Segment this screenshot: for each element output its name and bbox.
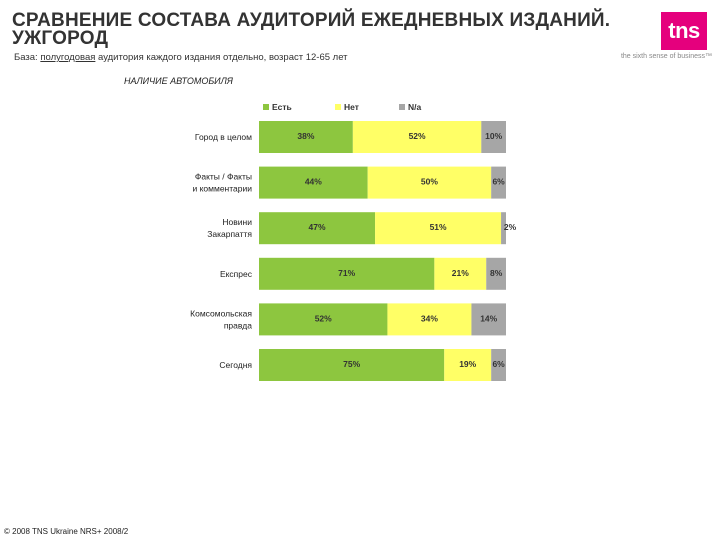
bar-2-0	[259, 212, 376, 245]
bar-3-1	[434, 257, 487, 290]
bar-3-0	[259, 257, 435, 290]
bar-label-1-0: 44%	[305, 177, 322, 187]
bar-label-3-1: 21%	[452, 268, 469, 278]
bar-2-2	[501, 212, 506, 245]
bar-3-2	[486, 257, 506, 290]
bar-label-2-1: 51%	[430, 222, 447, 232]
base-underlined: полугодовая	[40, 52, 96, 63]
bar-2-1	[375, 212, 502, 245]
category-label-0-0: Город в целом	[195, 132, 252, 142]
bar-label-3-0: 71%	[338, 268, 355, 278]
bar-1-1	[367, 166, 492, 199]
bar-1-2	[491, 166, 506, 199]
category-label-3-0: Експрес	[220, 269, 253, 279]
base-note: База: полугодовая аудитория каждого изда…	[14, 52, 348, 63]
base-prefix: База:	[14, 52, 41, 63]
category-label-4-1: правда	[224, 320, 252, 330]
bar-label-4-2: 14%	[480, 313, 497, 323]
bar-label-2-0: 47%	[309, 222, 326, 232]
bar-4-2	[471, 303, 506, 336]
chart-title: НАЛИЧИЕ АВТОМОБИЛЯ	[124, 76, 233, 86]
category-label-5-0: Сегодня	[219, 360, 252, 370]
page-title-line-1: СРАВНЕНИЕ СОСТАВА АУДИТОРИЙ ЕЖЕДНЕВНЫХ И…	[12, 10, 611, 31]
legend-swatch-0	[263, 104, 269, 110]
bar-label-5-1: 19%	[459, 359, 476, 369]
bar-5-1	[444, 349, 492, 381]
category-label-2-0: Новини	[222, 217, 252, 227]
bar-4-0	[259, 303, 388, 336]
page-title: СРАВНЕНИЕ СОСТАВА АУДИТОРИЙ ЕЖЕДНЕВНЫХ И…	[12, 10, 652, 49]
bar-4-1	[387, 303, 472, 336]
tns-logo: tns	[661, 12, 707, 50]
legend-label-0: Есть	[272, 102, 292, 112]
bar-label-5-0: 75%	[343, 359, 360, 369]
bar-0-1	[352, 121, 482, 153]
bar-label-3-2: 8%	[490, 268, 503, 278]
chart-legend: Есть Нет N/a	[263, 102, 422, 112]
chart-category-labels: Город в целом Факты / Факты и комментарии Н…	[190, 132, 253, 370]
bar-1-0	[259, 166, 368, 199]
bar-label-4-0: 52%	[315, 313, 332, 323]
bar-label-0-1: 52%	[409, 131, 426, 141]
bar-label-0-0: 38%	[297, 131, 314, 141]
bar-label-5-2: 6%	[492, 359, 505, 369]
page-title-line-2: УЖГОРОД	[12, 28, 109, 49]
bar-0-2	[481, 121, 506, 153]
legend-swatch-2	[399, 104, 405, 110]
bar-0-0	[259, 121, 353, 153]
category-label-1-0: Факты / Факты	[195, 172, 252, 182]
bar-label-1-2: 6%	[492, 177, 505, 187]
bar-5-2	[491, 349, 506, 381]
bar-label-2-2: 2%	[504, 222, 517, 232]
base-rest: аудитория каждого издания отдельно, возр…	[95, 52, 348, 63]
bar-5-0	[259, 349, 445, 381]
bar-label-4-1: 34%	[421, 313, 438, 323]
bar-label-1-1: 50%	[421, 177, 438, 187]
category-label-4-0: Комсомольская	[190, 308, 252, 318]
chart-bars: 38% 52% 10% 44% 50% 6% 47% 51% 2% 71% 21% 8% 52% 34% 1…	[259, 121, 517, 381]
legend-swatch-1	[335, 104, 341, 110]
category-label-1-1: и комментарии	[192, 184, 252, 194]
category-label-2-1: Закарпаття	[207, 229, 252, 239]
legend-label-1: Нет	[344, 102, 359, 112]
bar-label-0-2: 10%	[485, 131, 502, 141]
footer-copyright: © 2008 TNS Ukraine NRS+ 2008/2	[4, 527, 129, 536]
legend-label-2: N/a	[408, 102, 422, 112]
logo-slogan: the sixth sense of business™	[620, 53, 712, 60]
